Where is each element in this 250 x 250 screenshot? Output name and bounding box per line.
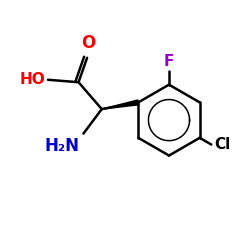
Text: O: O (81, 34, 96, 52)
Text: F: F (164, 54, 174, 69)
Polygon shape (102, 100, 139, 109)
Text: HO: HO (20, 72, 46, 87)
Text: Cl: Cl (214, 137, 230, 152)
Text: H₂N: H₂N (45, 137, 80, 155)
